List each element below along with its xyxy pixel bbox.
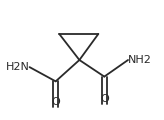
Text: H2N: H2N xyxy=(6,62,30,72)
Text: O: O xyxy=(100,94,109,104)
Text: O: O xyxy=(51,97,60,107)
Text: NH2: NH2 xyxy=(128,55,152,65)
